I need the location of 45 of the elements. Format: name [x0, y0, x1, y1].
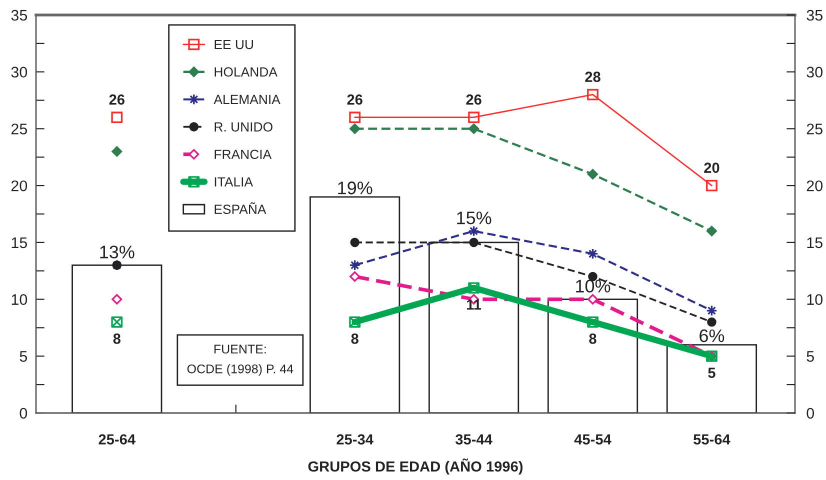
legend-label: ALEMANIA: [214, 94, 280, 104]
data-label: 26: [466, 94, 482, 105]
y2-tick-label: 35: [806, 10, 822, 21]
data-label: 13%: [100, 246, 134, 258]
legend-label: EE UU: [214, 40, 253, 50]
legend-label: ITALIA: [214, 177, 254, 186]
data-label: 10%: [576, 280, 610, 293]
x-tick-label: 35-44: [455, 434, 492, 445]
data-label: 28: [585, 72, 600, 82]
data-label: 15%: [457, 212, 492, 224]
y-tick-label: 5: [20, 351, 28, 362]
y-tick-label: 30: [11, 66, 28, 78]
y2-tick-label: 20: [806, 180, 823, 192]
y2-tick-label: 30: [806, 66, 823, 78]
x-tick-label: 45-54: [574, 434, 612, 445]
legend-label: FRANCIA: [214, 150, 272, 160]
y-tick-label: 35: [11, 10, 28, 21]
x-tick-label: 25-64: [98, 434, 136, 445]
data-label: 19%: [338, 182, 372, 194]
y-tick-label: 20: [11, 180, 28, 192]
data-label: 8: [351, 334, 358, 344]
x-tick-label: 25-34: [336, 434, 374, 445]
x-axis-title: GRUPOS DE EDAD (AÑO 1996): [308, 458, 523, 475]
data-label: 11: [467, 300, 482, 310]
legend-label: R. UNIDO: [214, 122, 272, 132]
x-tick-label: 55-64: [694, 434, 730, 445]
legend-label: HOLANDA: [214, 67, 278, 77]
data-label: 6%: [700, 329, 724, 342]
legend-label: ESPAÑA: [214, 202, 266, 214]
data-label: 26: [347, 94, 362, 105]
y-tick-label: 10: [12, 294, 28, 305]
y-tick-label: 25: [11, 124, 28, 134]
data-label: 5: [708, 368, 716, 378]
data-label: 26: [109, 94, 124, 105]
annotation: FUENTE: OCDE (1998) P. 44: [187, 344, 294, 376]
y2-tick-label: 25: [806, 124, 822, 134]
y2-tick-label: 5: [806, 351, 814, 362]
y2-tick-label: 10: [807, 294, 823, 305]
data-label: 20: [704, 162, 720, 173]
y-tick-label: 0: [20, 408, 28, 419]
data-label: 8: [113, 334, 121, 344]
y2-tick-label: 15: [807, 237, 822, 248]
y2-tick-label: 0: [806, 408, 814, 419]
y-tick-label: 15: [12, 237, 28, 248]
data-label: 8: [589, 334, 596, 344]
